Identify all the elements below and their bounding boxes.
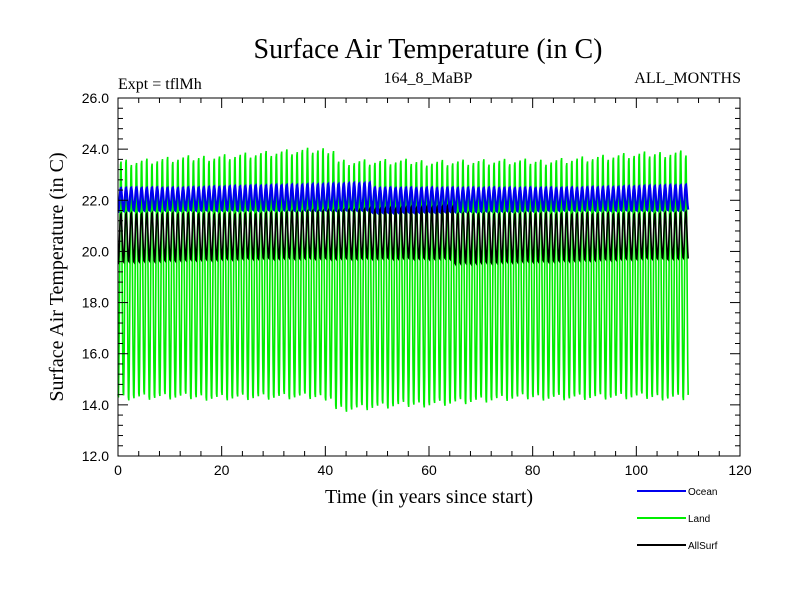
y-tick-label: 16.0: [82, 346, 109, 362]
x-tick-label: 100: [625, 462, 649, 478]
legend: Ocean Land AllSurf: [637, 487, 718, 552]
x-tick-label: 80: [525, 462, 541, 478]
x-axis-label: Time (in years since start): [325, 486, 533, 508]
x-tick-label: 40: [318, 462, 334, 478]
plot-frame: [117, 97, 741, 457]
y-axis-label: Surface Air Temperature (in C): [46, 152, 68, 401]
ticks-layer: 0 20 40 60 80 100 120 12.0 14.0 16.0 18.0 20.0 22.0 2…: [82, 90, 752, 478]
period-label: 164_8_MaBP: [384, 70, 473, 87]
chart-title: Surface Air Temperature (in C): [254, 34, 603, 65]
y-tick-label: 26.0: [82, 90, 109, 106]
x-tick-label: 20: [214, 462, 230, 478]
x-tick-label: 120: [728, 462, 752, 478]
series-layer: [117, 147, 690, 412]
series-line-ocean: [117, 180, 690, 216]
y-tick-label: 14.0: [82, 397, 109, 413]
x-tick-label: 0: [114, 462, 122, 478]
legend-label-ocean: Ocean: [688, 487, 717, 498]
y-tick-label: 20.0: [82, 243, 109, 259]
y-tick-label: 12.0: [82, 448, 109, 464]
legend-label-land: Land: [688, 514, 710, 525]
x-tick-label: 60: [421, 462, 437, 478]
y-tick-label: 22.0: [82, 192, 109, 208]
series-line-allsurf: [117, 202, 689, 267]
experiment-label: Expt = tflMh: [118, 76, 202, 93]
y-tick-label: 18.0: [82, 295, 109, 311]
y-tick-label: 24.0: [82, 141, 109, 157]
legend-label-allsurf: AllSurf: [688, 541, 718, 552]
months-label: ALL_MONTHS: [634, 70, 741, 87]
